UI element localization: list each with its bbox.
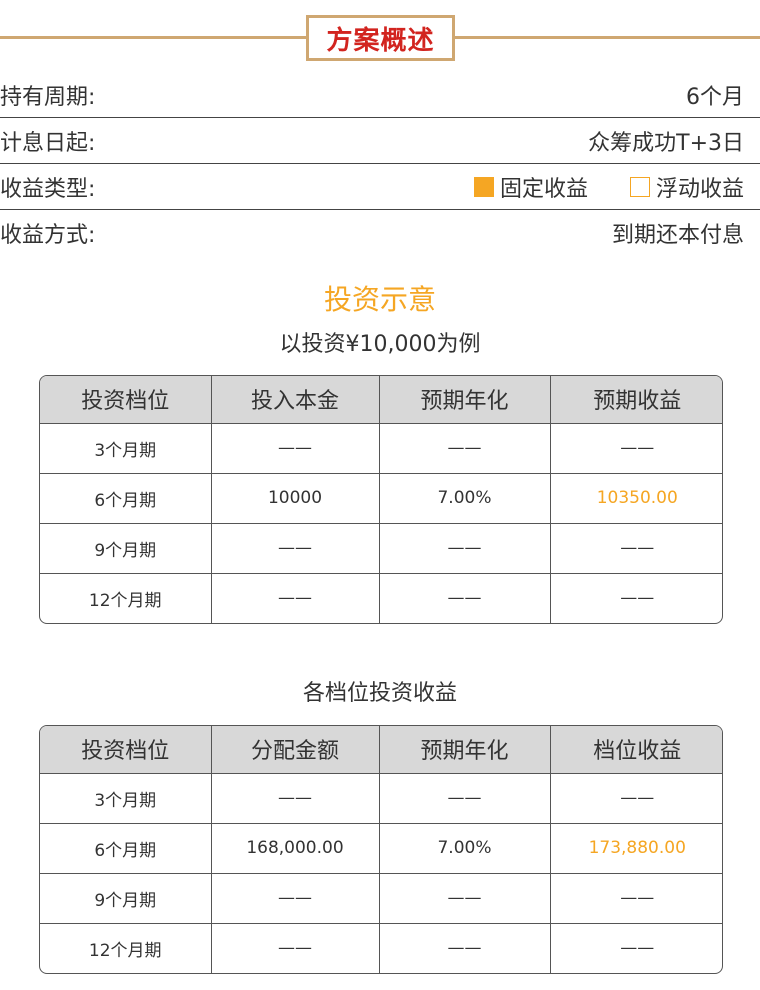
page-title: 方案概述 xyxy=(326,25,435,56)
filled-square-icon xyxy=(473,176,494,197)
table-header-row: 投资档位 投入本金 预期年化 预期收益 xyxy=(40,376,722,424)
legend-floating-label: 浮动收益 xyxy=(655,176,744,202)
section-header: 方案概述 xyxy=(0,15,760,61)
info-row-income-method: 收益方式: 到期还本付息 xyxy=(0,210,760,256)
table-cell: 12个月期 xyxy=(40,923,212,973)
table-cell: —— xyxy=(379,773,551,824)
illustration-title: 投资示意 xyxy=(323,283,436,316)
column-header: 分配金额 xyxy=(211,726,380,774)
info-row-holding-period: 持有周期: 6个月 xyxy=(0,72,760,118)
holding-period-value: 6个月 xyxy=(686,84,744,110)
table-cell: —— xyxy=(379,523,551,574)
column-header: 投资档位 xyxy=(40,726,212,774)
table-cell: 7.00% xyxy=(379,823,551,874)
table-cell: —— xyxy=(211,423,380,474)
income-type-legend: 固定收益 浮动收益 xyxy=(473,171,744,203)
interest-start-label: 计息日起: xyxy=(0,130,96,156)
table-row: 12个月期 —— —— —— xyxy=(40,923,722,973)
interest-start-value: 众筹成功T+3日 xyxy=(588,130,744,156)
illustration-subtitle: 以投资¥10,000为例 xyxy=(279,332,481,357)
table-header-row: 投资档位 分配金额 预期年化 档位收益 xyxy=(40,726,722,774)
table-cell: —— xyxy=(379,873,551,924)
table-cell: —— xyxy=(379,573,551,623)
table-row: 3个月期 —— —— —— xyxy=(40,773,722,824)
table-cell: —— xyxy=(550,523,722,574)
table-row: 9个月期 —— —— —— xyxy=(40,873,722,924)
table-row: 3个月期 —— —— —— xyxy=(40,423,722,474)
info-row-interest-start: 计息日起: 众筹成功T+3日 xyxy=(0,118,760,164)
table-cell: 10000 xyxy=(211,473,380,524)
table-row: 12个月期 —— —— —— xyxy=(40,573,722,623)
table-cell: 3个月期 xyxy=(40,423,212,474)
legend-fixed-label: 固定收益 xyxy=(499,176,588,202)
table-cell: —— xyxy=(379,423,551,474)
table-cell: 9个月期 xyxy=(40,523,212,574)
column-header: 投入本金 xyxy=(211,376,380,424)
tiers-subtitle: 各档位投资收益 xyxy=(302,681,457,706)
holding-period-label: 持有周期: xyxy=(0,84,96,110)
column-header: 投资档位 xyxy=(40,376,212,424)
table-cell: 7.00% xyxy=(379,473,551,524)
table-cell: —— xyxy=(211,573,380,623)
header-title-box: 方案概述 xyxy=(306,15,455,61)
table-cell: —— xyxy=(379,923,551,973)
income-method-label: 收益方式: xyxy=(0,223,96,248)
table-cell: —— xyxy=(211,773,380,824)
info-row-income-type: 收益类型: 固定收益 浮动收益 xyxy=(0,164,760,210)
column-header: 预期收益 xyxy=(550,376,722,424)
table-cell: —— xyxy=(550,873,722,924)
table-row: 9个月期 —— —— —— xyxy=(40,523,722,574)
expected-income-cell: 10350.00 xyxy=(550,473,722,524)
income-method-value: 到期还本付息 xyxy=(611,223,744,248)
table-cell: —— xyxy=(550,773,722,824)
table-cell: 9个月期 xyxy=(40,873,212,924)
table-cell: —— xyxy=(620,938,655,959)
column-header: 档位收益 xyxy=(550,726,722,774)
table-cell: —— xyxy=(211,923,380,973)
table-cell: 168,000.00 xyxy=(211,823,380,874)
table-cell: —— xyxy=(211,873,380,924)
table-cell: 3个月期 xyxy=(40,773,212,824)
table-cell: —— xyxy=(620,588,655,609)
column-header: 预期年化 xyxy=(379,376,551,424)
legend-floating-income: 浮动收益 xyxy=(629,171,744,203)
table-row: 6个月期 168,000.00 7.00% 173,880.00 xyxy=(40,823,722,874)
empty-square-icon xyxy=(629,176,650,197)
table-cell: —— xyxy=(550,423,722,474)
tiers-table: 投资档位 分配金额 预期年化 档位收益 3个月期 —— —— —— 6个月期 1… xyxy=(39,725,723,974)
income-type-label: 收益类型: xyxy=(0,176,96,202)
tier-income-cell: 173,880.00 xyxy=(550,823,722,874)
table-cell: —— xyxy=(211,523,380,574)
table-cell: 6个月期 xyxy=(40,473,212,524)
legend-fixed-income: 固定收益 xyxy=(473,171,588,203)
table-cell: 12个月期 xyxy=(40,573,212,623)
illustration-table: 投资档位 投入本金 预期年化 预期收益 3个月期 —— —— —— 6个月期 1… xyxy=(39,375,723,624)
table-row: 6个月期 10000 7.00% 10350.00 xyxy=(40,473,722,524)
column-header: 预期年化 xyxy=(379,726,551,774)
table-cell: 6个月期 xyxy=(40,823,212,874)
